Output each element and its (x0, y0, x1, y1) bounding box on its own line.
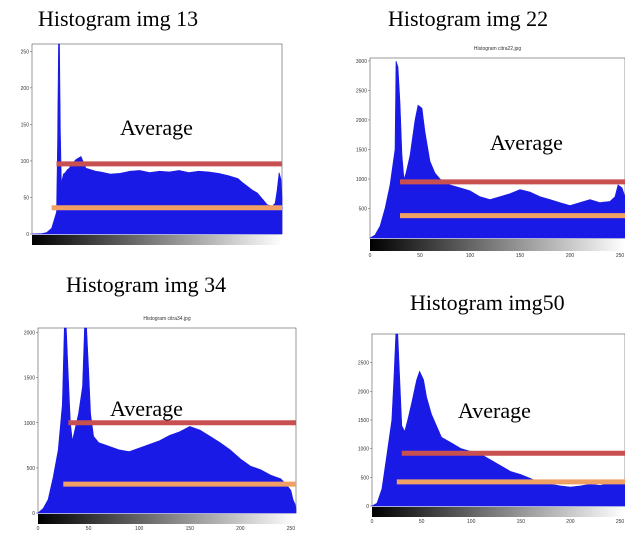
y-tick-label: 100 (21, 159, 30, 165)
histogram-chart-img22: Histogram citra22.jpgAverage500100015002… (356, 46, 625, 259)
x-tick-label: 150 (516, 253, 525, 259)
x-tick-label: 100 (467, 519, 476, 525)
x-tick-label: 100 (466, 253, 475, 259)
y-tick-label: 3000 (356, 59, 367, 65)
y-tick-label: 500 (27, 466, 36, 472)
histogram-chart-img34: Histogram citra34.jpgAverage050010001500… (24, 316, 297, 532)
y-tick-label: 0 (366, 504, 369, 510)
histogram-chart-img13: Average 0 50 100 150 200 250 (21, 43, 283, 245)
y-tick-label: 2000 (24, 331, 35, 337)
grayscale-colorbar (32, 235, 282, 245)
histogram-area (31, 43, 283, 235)
y-tick-label: 250 (21, 49, 30, 55)
chart-subtitle: Histogram citra22.jpg (474, 46, 521, 52)
y-tick-label: 0 (32, 511, 35, 517)
x-tick-label: 200 (566, 253, 575, 259)
x-tick-label: 0 (37, 526, 40, 532)
y-tick-label: 500 (359, 206, 368, 212)
y-tick-label: 500 (361, 475, 370, 481)
y-tick-label: 2000 (358, 389, 369, 395)
y-tick-label: 1500 (356, 147, 367, 153)
x-tick-label: 200 (566, 519, 575, 525)
y-tick-label: 50 (23, 195, 29, 201)
y-tick-label: 1000 (24, 421, 35, 427)
x-tick-label: 100 (135, 526, 144, 532)
histogram-area (37, 327, 297, 514)
y-tick-label: 2000 (356, 118, 367, 124)
x-tick-label: 0 (371, 519, 374, 525)
x-tick-label: 200 (236, 526, 245, 532)
y-tick-label: 150 (21, 122, 30, 128)
y-tick-label: 2500 (356, 88, 367, 94)
average-annotation: Average (458, 398, 531, 423)
y-tick-label: 1000 (358, 447, 369, 453)
y-tick-label: 1500 (24, 376, 35, 382)
chart-title-img50: Histogram img50 (410, 290, 565, 315)
chart-subtitle: Histogram citra34.jpg (143, 316, 190, 322)
grayscale-colorbar (372, 507, 625, 517)
x-tick-label: 50 (419, 519, 425, 525)
y-tick-label: 200 (21, 86, 30, 92)
average-annotation: Average (490, 130, 563, 155)
chart-title-img34: Histogram img 34 (66, 272, 227, 297)
x-tick-label: 150 (517, 519, 526, 525)
x-tick-label: 0 (369, 253, 372, 259)
average-annotation: Average (110, 396, 183, 421)
y-tick-label: 0 (26, 232, 29, 238)
histogram-area (368, 60, 625, 239)
y-tick-label: 1000 (356, 177, 367, 183)
chart-title-img22: Histogram img 22 (388, 6, 549, 31)
chart-title-img13: Histogram img 13 (38, 6, 199, 31)
y-tick-label: 1500 (358, 418, 369, 424)
x-tick-label: 250 (616, 253, 625, 259)
x-tick-label: 250 (287, 526, 296, 532)
grayscale-colorbar (38, 514, 296, 524)
x-tick-label: 150 (186, 526, 195, 532)
histogram-chart-img50: Average 0 500 1000 1500 2000 2500 0 50 100 150 200 2… (358, 333, 625, 525)
x-tick-label: 250 (616, 519, 625, 525)
grayscale-colorbar (370, 239, 625, 251)
y-tick-label: 2500 (358, 361, 369, 367)
x-tick-label: 50 (86, 526, 92, 532)
x-tick-label: 50 (417, 253, 423, 259)
average-annotation: Average (120, 115, 193, 140)
